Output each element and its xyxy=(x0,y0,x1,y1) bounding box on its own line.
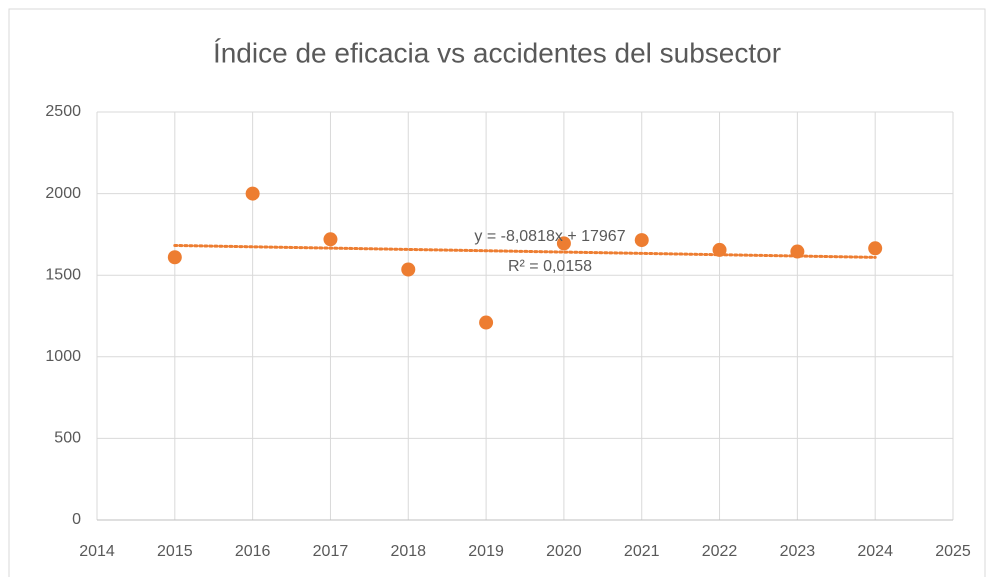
point xyxy=(167,250,182,265)
point xyxy=(634,233,649,248)
chart-border xyxy=(8,8,986,577)
x-tick-label: 2019 xyxy=(468,543,504,560)
x-tick-label: 2018 xyxy=(390,543,426,560)
point xyxy=(712,242,727,257)
x-tick-label: 2017 xyxy=(313,543,349,560)
y-tick-label: 2500 xyxy=(45,103,81,120)
x-tick-label: 2023 xyxy=(780,543,816,560)
point xyxy=(479,315,494,330)
y-tick-label: 0 xyxy=(72,511,81,528)
x-tick-label: 2022 xyxy=(702,543,738,560)
trendline-r2: R² = 0,0158 xyxy=(508,258,592,275)
point xyxy=(245,186,260,201)
point xyxy=(868,241,883,256)
point xyxy=(323,232,338,247)
x-tick-label: 2024 xyxy=(857,543,893,560)
x-tick-label: 2021 xyxy=(624,543,660,560)
y-tick-label: 2000 xyxy=(45,185,81,202)
x-tick-label: 2014 xyxy=(79,543,115,560)
y-tick-label: 500 xyxy=(54,430,81,447)
point xyxy=(401,262,416,277)
point xyxy=(556,236,571,251)
y-tick-label: 1500 xyxy=(45,266,81,283)
x-tick-label: 2025 xyxy=(935,543,971,560)
trendline xyxy=(173,243,877,259)
x-tick-label: 2016 xyxy=(235,543,271,560)
trendline-equation: y = -8,0818x + 17967 xyxy=(474,228,625,245)
y-tick-label: 1000 xyxy=(45,348,81,365)
point xyxy=(790,244,805,259)
chart-title: Índice de eficacia vs accidentes del sub… xyxy=(213,37,781,68)
x-tick-label: 2015 xyxy=(157,543,193,560)
x-tick-label: 2020 xyxy=(546,543,582,560)
